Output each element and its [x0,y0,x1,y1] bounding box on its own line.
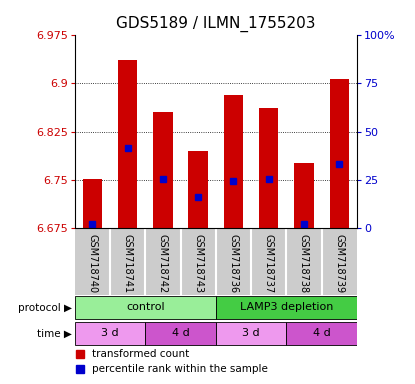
Text: GSM718739: GSM718739 [334,234,344,293]
Text: control: control [126,302,165,312]
Bar [259,108,278,228]
Text: time ▶: time ▶ [37,328,72,338]
Bar [118,60,137,228]
Bar [330,78,349,228]
Bar [224,95,243,228]
Text: GSM718741: GSM718741 [122,234,133,293]
Bar [83,179,102,228]
Text: GSM718738: GSM718738 [299,234,309,293]
Text: LAMP3 depletion: LAMP3 depletion [240,302,333,312]
Text: transformed count: transformed count [92,349,189,359]
Bar [145,322,216,345]
Bar [153,112,173,228]
Text: GSM718736: GSM718736 [228,234,239,293]
Text: GSM718743: GSM718743 [193,234,203,293]
Text: 3 d: 3 d [242,328,260,338]
Bar [188,151,208,228]
Text: 3 d: 3 d [101,328,119,338]
Bar [75,322,145,345]
Bar [75,296,216,319]
Text: GSM718742: GSM718742 [158,234,168,293]
Bar [286,322,357,345]
Bar [216,296,357,319]
Text: 4 d: 4 d [172,328,189,338]
Bar [294,162,314,228]
Text: percentile rank within the sample: percentile rank within the sample [92,364,268,374]
Text: protocol ▶: protocol ▶ [18,303,72,313]
Title: GDS5189 / ILMN_1755203: GDS5189 / ILMN_1755203 [116,16,315,32]
Text: GSM718740: GSM718740 [87,234,98,293]
Text: GSM718737: GSM718737 [264,234,274,293]
Text: 4 d: 4 d [313,328,330,338]
Bar [216,322,286,345]
